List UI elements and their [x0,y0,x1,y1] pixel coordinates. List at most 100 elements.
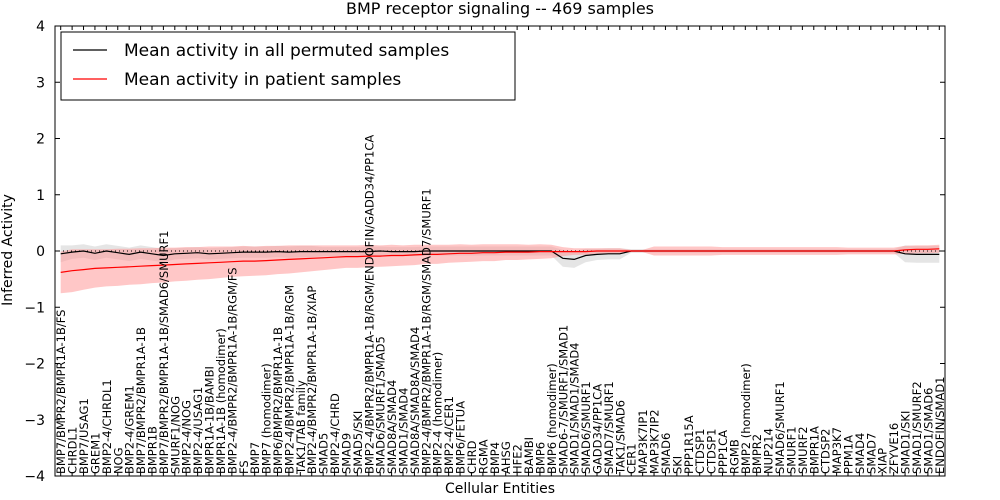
x-tick-label: BMP2-4/BMPR2/BMPR1A-1B/XIAP [305,286,319,474]
y-tick-label: −3 [24,413,45,429]
x-tick-label: MAP3K7IP2 [648,409,662,474]
x-tick-label: CER1 [625,443,639,474]
x-tick-label: HFE2 [511,444,525,474]
confidence-bands [60,244,940,294]
x-tick-label: BMP2-4/CHRD [328,393,342,474]
plot-frame [54,25,946,477]
y-tick-label: 3 [36,75,45,91]
y-tick-label: 1 [36,188,45,204]
x-tick-label: BMP2-4/BMPR2/BMPR1A-1B/RGM [282,285,296,474]
x-tick-label: BMP4 [488,442,502,474]
y-tick-label: 0 [36,244,45,260]
legend-box [60,31,516,101]
x-tick-label: BMP7/BMPR2/BMPR1A-1B [134,327,148,474]
x-tick-label: SMAD1/SMURF2 [910,381,924,474]
x-tick-label: NOG [111,447,125,474]
x-tick-label: SMAD6-7/SMURF1/SMAD1 [556,325,570,474]
x-tick-label: BMP2-4 (homodimer) [431,352,445,474]
x-tick-label: SMAD6/SMURF1 [579,381,593,474]
x-tick-label: SMAD8A/SMAD8A/SMAD4 [408,327,422,474]
x-tick-label: TAK1/SMAD6 [613,400,627,475]
x-tick-label: SMAD1/SMAD6 [921,388,935,474]
series-lines [60,248,940,273]
x-tick-label: BMP2-4/CHRDL1 [100,379,114,474]
x-tick-label: SMURF2 [796,426,810,474]
x-tick-label: XIAP [876,448,890,474]
x-tick-label: BMP7/BMPR2/BMPR1A-1B/FS [54,310,68,474]
patient-mean-line [60,248,940,273]
x-tick-label: BMP6 [533,442,547,474]
y-tick-label: −1 [24,300,45,316]
x-axis-label: Cellular Entities [445,481,555,497]
x-tick-label: SMAD6/SMURF1 [773,381,787,474]
y-tick-label: 4 [36,19,45,35]
x-tick-label: SMAD5 [317,433,331,474]
x-axis-ticks [60,26,940,476]
y-axis-ticks: −4 −3 −2 −1 0 1 2 3 4 [24,19,945,485]
x-tick-label: BMP7 [248,442,262,474]
y-tick-label: 2 [36,132,45,148]
x-tick-label: SMAD5/SKI [351,411,365,474]
x-tick-label: FS [237,460,251,474]
x-tick-label: BMPR1A [807,426,821,474]
x-tick-label: BMPR1A-1B/BAMBI [203,366,217,474]
legend-patient-label: Mean activity in patient samples [124,70,401,90]
x-tick-label: BMP7/BMPR2/BMPR1A-1B/SMAD6/SMURF1 [157,231,171,474]
x-tick-label: CHRD [465,440,479,474]
x-tick-label: BMP6/BMPR2/BMPR1A-1B [271,327,285,474]
x-tick-label: BMP2-4/GREM1 [123,385,137,474]
x-tick-label: RGMA [476,439,490,474]
x-tick-label: ENDOFIN/SMAD1 [933,376,947,474]
x-tick-label: BMP2-4/BMPR2/BMPR1A-1B/RGM/SMAD7/SMURF1 [419,188,433,474]
patient-confidence-band [60,244,940,294]
x-tick-label: SMAD9 [340,433,354,474]
x-tick-label: BMP7/USAG1 [77,398,91,474]
x-tick-label: BMP6/FETUA [454,401,468,474]
x-tick-label: ZFYVE16 [887,423,901,474]
x-tick-label: GREM1 [88,433,102,474]
x-tick-label: SMURF1/NOG [168,396,182,474]
x-tick-label: BAMBI [522,437,536,474]
y-axis-label: Inferred Activity [0,194,16,306]
x-tick-label: BMP2-4/NOG [180,400,194,474]
x-tick-label: SMAD1/SMAD4 [397,388,411,474]
x-tick-label: BMP2-4/BMPR2/BMPR1A-1B/RGM/ENDOFIN/GADD3… [362,135,376,474]
x-tick-label: BMPR2 [750,434,764,474]
x-tick-label: BMP2 (homodimer) [739,363,753,474]
x-tick-label: BMP7 (homodimer) [260,363,274,474]
x-tick-label: SMAD6/SMURF1/SMAD5 [374,336,388,474]
x-tick-label: TAK1/TAB family [294,380,308,475]
x-tick-label: SMAD1/SKI [899,411,913,474]
x-tick-label: PPM1A [842,435,856,474]
x-tick-label: PPP1R15A [682,415,696,474]
x-tick-label: CTDSP1 [693,429,707,474]
x-tick-label: BMPR1A-1B (homodimer) [214,328,228,474]
chart-title: BMP receptor signaling -- 469 samples [346,0,654,18]
x-tick-label: BMP2-4/CER1 [442,396,456,474]
x-tick-label: MAP3K7 [830,427,844,474]
x-tick-label: BMP2-4/USAG1 [191,387,205,474]
y-tick-label: −4 [24,469,45,485]
x-tick-label: BMP2-4/BMPR2/BMPR1A-1B/RGM/FS [225,267,239,474]
x-tick-label: SMAD7 [864,433,878,474]
x-tick-label: PPP1CA [716,430,730,474]
x-tick-label: BMPR1B [146,426,160,474]
x-axis-tick-labels: BMP7/BMPR2/BMPR1A-1B/FSCHRDL1BMP7/USAG1G… [54,135,947,475]
x-tick-label: AHSG [499,441,513,474]
x-tick-label: RGMB [727,439,741,474]
x-tick-label: SKI [670,456,684,474]
x-tick-label: CHRDL1 [66,427,80,474]
x-tick-label: SMAD4 [853,433,867,474]
x-tick-label: NUP214 [762,428,776,474]
legend-permuted-label: Mean activity in all permuted samples [124,41,449,61]
y-tick-label: −2 [24,357,45,373]
x-tick-label: SMAD8A/SMAD4 [385,380,399,474]
x-tick-label: SMAD1/SMAD1/SMAD4 [568,343,582,475]
x-tick-label: SMAD7/SMURF1 [602,381,616,474]
x-tick-label: GADD34/PP1CA [591,384,605,474]
x-tick-label: BMP6 (homodimer) [545,363,559,474]
legend: Mean activity in all permuted samples Me… [60,31,516,101]
x-tick-label: CTDSP1 [705,429,719,474]
x-tick-label: SMURF1 [785,426,799,474]
